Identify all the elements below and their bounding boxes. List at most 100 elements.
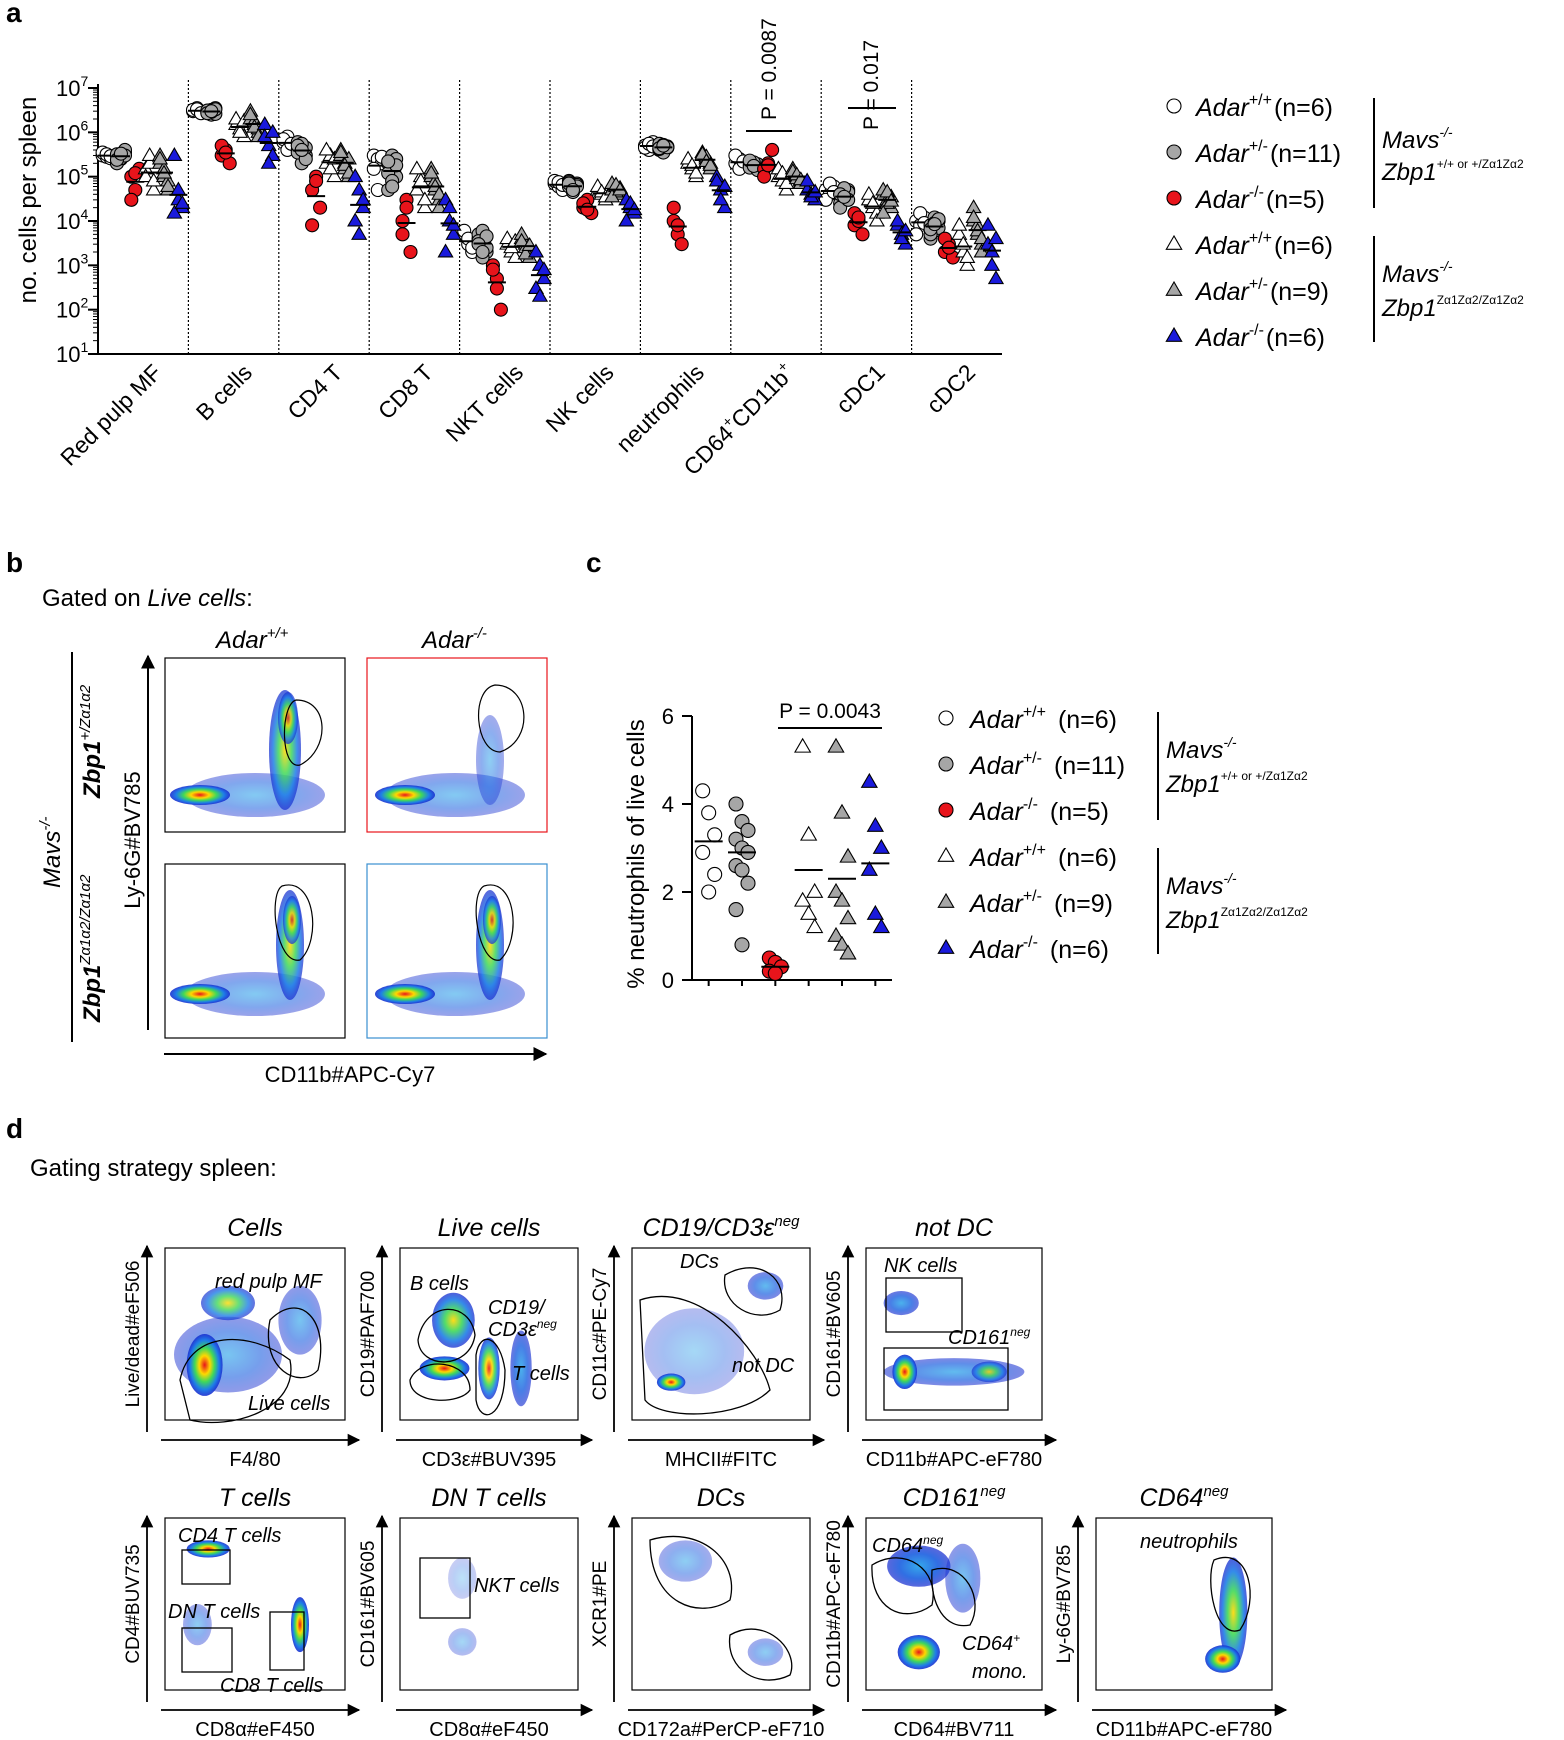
panel-c-axes: 0 2 4 6 — [662, 704, 892, 993]
a-data-point — [305, 218, 320, 233]
event-density — [510, 1330, 532, 1407]
gate-cd172a-dc — [728, 1628, 793, 1681]
zbp1-row2-label: Zbp1Zα1α2/Zα1α2 — [77, 874, 106, 1023]
a-data-point — [113, 146, 129, 161]
a-ytick-label: 106 — [56, 117, 88, 145]
a-ytick-label: 104 — [56, 206, 88, 234]
c-data-point — [833, 891, 851, 907]
a-data-point — [322, 160, 339, 175]
a-data-point — [485, 262, 500, 277]
c-data-point — [866, 904, 884, 920]
gating-plot-6: DN T cells CD161#BV605 CD8α#eF450 — [358, 1484, 594, 1740]
gate-label-dcs: DCs — [680, 1251, 719, 1273]
a-data-point — [416, 199, 433, 214]
c-data-point — [806, 918, 824, 934]
c-data-point — [827, 882, 845, 898]
mavs-row-label: Mavs-/- — [37, 816, 66, 888]
gating-plot-title: Live cells — [438, 1214, 541, 1242]
a-data-point — [959, 249, 976, 264]
c-data-point — [800, 825, 818, 841]
gate-not-dc — [639, 1295, 771, 1415]
a-data-point — [531, 287, 549, 302]
a-legend-marker — [1165, 280, 1183, 296]
a-data-point — [166, 204, 183, 219]
a-data-point — [145, 172, 162, 187]
a-data-point — [765, 142, 780, 158]
gate-cd19-cd3neg — [409, 1363, 471, 1401]
c-legend-marker — [937, 892, 955, 908]
a-data-point — [141, 147, 158, 162]
c-legend-label: Adar+/+ (n=6) — [968, 842, 1117, 872]
event-density — [183, 1604, 212, 1646]
gating-plot-title: Cells — [227, 1214, 283, 1242]
a-ytick-label: 107 — [56, 73, 88, 101]
c-data-point — [728, 796, 744, 812]
a-data-point — [395, 213, 410, 229]
c-data-point — [839, 909, 857, 925]
a-legend-label: Adar+/+(n=6) — [1194, 92, 1333, 122]
event-density — [892, 1354, 918, 1390]
a-group2-zbp1: Zbp1Zα1Zα2/Zα1Zα2 — [1381, 293, 1524, 322]
a-data-point — [174, 194, 191, 209]
zbp1-row1-label: Zbp1+/Zα1α2 — [77, 684, 106, 799]
a-data-point — [951, 216, 968, 231]
c-data-point — [767, 965, 783, 981]
c-legend-label: Adar+/- (n=9) — [968, 888, 1113, 918]
gating-plot-xlabel: MHCII#FITC — [665, 1449, 777, 1471]
c-data-point — [860, 860, 878, 876]
event-density — [1219, 1557, 1248, 1668]
panel-c-ylabel: % neutrophils of live cells — [623, 719, 650, 988]
event-density — [419, 1356, 470, 1381]
event-density — [1205, 1645, 1241, 1673]
a-ytick-label: 105 — [56, 162, 88, 190]
gate-label-neutrophils: neutrophils — [1140, 1531, 1238, 1553]
a-data-point — [137, 168, 154, 183]
c-legend-marker — [938, 756, 954, 772]
event-density — [478, 1337, 500, 1400]
a-data-point — [431, 199, 448, 214]
panel-b-letter: b — [6, 547, 23, 578]
c-data-point — [794, 737, 812, 753]
panel-c-legend: Adar+/+ (n=6) Adar+/- (n=11) Adar-/- (n=5) Ada… — [937, 704, 1308, 964]
a-data-point — [656, 138, 671, 153]
gating-plot-title: CD161neg — [903, 1483, 1007, 1512]
a-xlabel: NK cells — [541, 359, 619, 437]
c-legend-label: Adar-/- (n=5) — [968, 796, 1109, 826]
a-data-point — [799, 172, 816, 187]
a-data-point — [889, 212, 906, 227]
c-data-point — [734, 937, 750, 953]
gating-plot-xlabel: CD64#BV711 — [894, 1719, 1015, 1740]
a-data-point — [670, 218, 685, 233]
c-legend-marker — [938, 710, 954, 726]
c-legend-label: Adar+/+ (n=6) — [968, 704, 1117, 734]
a-data-point — [347, 212, 364, 227]
gating-plot-title: CD19/CD3εneg — [643, 1213, 801, 1242]
a-data-point — [618, 212, 635, 227]
gate-label-b-cells: B cells — [410, 1273, 469, 1295]
a-data-point — [864, 194, 881, 209]
gating-plot-ylabel: Live/dead#eF506 — [123, 1261, 144, 1408]
a-data-point — [309, 173, 324, 189]
gate-label-cd3neg: CD3εneg — [488, 1317, 557, 1341]
gating-plot-title: DN T cells — [431, 1484, 546, 1512]
panel-a: a no. cells per spleen 10110210310410510… — [6, 0, 1524, 480]
panel-d-letter: d — [6, 1113, 23, 1144]
gate-label-cd4-t-cells: CD4 T cells — [178, 1525, 281, 1547]
panel-b: b Gated on Live cells: Adar+/+ Adar-/- M… — [6, 547, 548, 1087]
gating-plot-xlabel: CD3ε#BUV395 — [422, 1449, 557, 1471]
panel-c-pval: P = 0.0043 — [779, 700, 881, 723]
a-ytick-label: 101 — [56, 339, 88, 367]
a-data-point — [875, 204, 892, 219]
a-data-point — [493, 302, 508, 317]
a-legend-label: Adar+/-(n=11) — [1194, 138, 1341, 168]
a-data-point — [851, 210, 866, 225]
gating-plot-xlabel: CD8α#eF450 — [429, 1719, 548, 1740]
a-data-point — [489, 281, 504, 296]
a-xlabel: neutrophils — [611, 359, 709, 457]
a-data-point — [242, 106, 259, 121]
pval-neutrophils: P = 0.0087 — [758, 18, 781, 120]
gate-label-mono: mono. — [972, 1661, 1028, 1683]
c-legend-label: Adar+/- (n=11) — [968, 750, 1125, 780]
c-ytick-label: 6 — [662, 704, 674, 729]
a-data-point — [927, 217, 942, 232]
